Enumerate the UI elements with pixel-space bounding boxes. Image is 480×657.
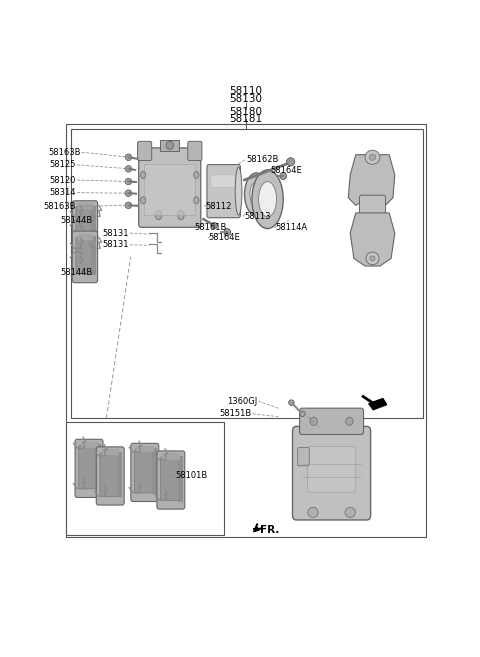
FancyBboxPatch shape	[188, 141, 202, 160]
Text: 58151B: 58151B	[219, 409, 252, 419]
Ellipse shape	[300, 411, 305, 417]
Ellipse shape	[366, 252, 379, 265]
Bar	[78, 234, 93, 240]
Text: 58113: 58113	[244, 212, 271, 221]
FancyBboxPatch shape	[131, 443, 159, 501]
Ellipse shape	[125, 154, 132, 160]
Bar	[136, 446, 154, 452]
Text: 58181: 58181	[229, 114, 263, 124]
Bar	[153, 448, 157, 494]
FancyBboxPatch shape	[79, 445, 99, 489]
Text: 58114A: 58114A	[276, 223, 308, 232]
Ellipse shape	[141, 196, 146, 204]
Ellipse shape	[178, 211, 184, 219]
Text: 58163B: 58163B	[48, 148, 81, 156]
FancyBboxPatch shape	[76, 207, 94, 244]
Ellipse shape	[244, 173, 268, 215]
Ellipse shape	[259, 181, 276, 217]
Text: 1360GJ: 1360GJ	[227, 397, 257, 405]
Ellipse shape	[346, 417, 353, 425]
FancyBboxPatch shape	[72, 201, 97, 252]
Ellipse shape	[288, 400, 294, 405]
Ellipse shape	[125, 178, 132, 185]
Bar	[118, 452, 122, 497]
FancyBboxPatch shape	[161, 457, 181, 501]
FancyBboxPatch shape	[72, 231, 97, 283]
Text: 58130: 58130	[229, 94, 263, 104]
Ellipse shape	[166, 141, 173, 149]
Text: 58101B: 58101B	[175, 472, 207, 480]
Bar	[78, 203, 93, 210]
Ellipse shape	[301, 412, 304, 415]
Text: 58162B: 58162B	[246, 155, 278, 164]
Ellipse shape	[369, 154, 376, 160]
FancyBboxPatch shape	[211, 175, 235, 187]
Bar	[81, 442, 98, 448]
Ellipse shape	[194, 171, 199, 179]
Polygon shape	[369, 399, 386, 410]
FancyBboxPatch shape	[139, 148, 201, 227]
Text: FR.: FR.	[260, 525, 279, 535]
Ellipse shape	[141, 171, 146, 179]
Ellipse shape	[280, 172, 287, 179]
Bar	[66, 422, 224, 535]
FancyBboxPatch shape	[134, 449, 155, 493]
Text: 58112: 58112	[205, 202, 231, 211]
Ellipse shape	[224, 229, 231, 236]
Ellipse shape	[125, 166, 132, 172]
Ellipse shape	[155, 211, 162, 219]
FancyBboxPatch shape	[96, 447, 124, 505]
Bar	[160, 140, 179, 151]
FancyBboxPatch shape	[75, 440, 103, 497]
Text: 58131: 58131	[102, 229, 129, 238]
Ellipse shape	[370, 256, 375, 261]
Text: 58144B: 58144B	[60, 267, 93, 277]
Text: 58144B: 58144B	[60, 216, 93, 225]
Ellipse shape	[310, 417, 317, 425]
Text: 58314: 58314	[49, 188, 76, 197]
Ellipse shape	[211, 222, 217, 229]
FancyBboxPatch shape	[207, 165, 240, 217]
Text: 58110: 58110	[229, 87, 263, 97]
FancyBboxPatch shape	[300, 408, 363, 434]
Bar	[71, 129, 423, 418]
Bar	[66, 124, 426, 537]
Ellipse shape	[308, 507, 318, 518]
Ellipse shape	[235, 167, 242, 215]
Ellipse shape	[345, 507, 355, 518]
Polygon shape	[350, 213, 395, 266]
FancyBboxPatch shape	[100, 453, 120, 497]
Bar	[163, 453, 180, 459]
Ellipse shape	[252, 170, 283, 229]
Bar	[179, 456, 183, 501]
Text: 58120: 58120	[49, 175, 76, 185]
Text: 58164E: 58164E	[209, 233, 240, 242]
Text: 58125: 58125	[49, 160, 76, 170]
Ellipse shape	[125, 202, 132, 209]
Ellipse shape	[365, 150, 380, 164]
FancyBboxPatch shape	[76, 237, 94, 274]
FancyBboxPatch shape	[157, 451, 185, 509]
Ellipse shape	[194, 196, 199, 204]
Text: 58161B: 58161B	[194, 223, 226, 232]
FancyBboxPatch shape	[292, 426, 371, 520]
FancyBboxPatch shape	[298, 447, 309, 466]
Bar	[102, 449, 120, 455]
FancyBboxPatch shape	[138, 141, 152, 160]
FancyBboxPatch shape	[360, 195, 385, 215]
FancyBboxPatch shape	[307, 447, 356, 492]
Bar	[96, 444, 101, 490]
Bar	[91, 206, 96, 245]
Ellipse shape	[125, 190, 132, 196]
Text: 58163B: 58163B	[44, 202, 76, 211]
Bar	[91, 236, 96, 275]
Text: 58180: 58180	[229, 106, 263, 117]
FancyBboxPatch shape	[144, 165, 195, 215]
Text: 58164E: 58164E	[270, 166, 302, 175]
Polygon shape	[253, 529, 259, 532]
Ellipse shape	[287, 158, 295, 166]
Polygon shape	[348, 155, 395, 205]
Text: 58131: 58131	[102, 240, 129, 249]
Ellipse shape	[250, 182, 263, 206]
